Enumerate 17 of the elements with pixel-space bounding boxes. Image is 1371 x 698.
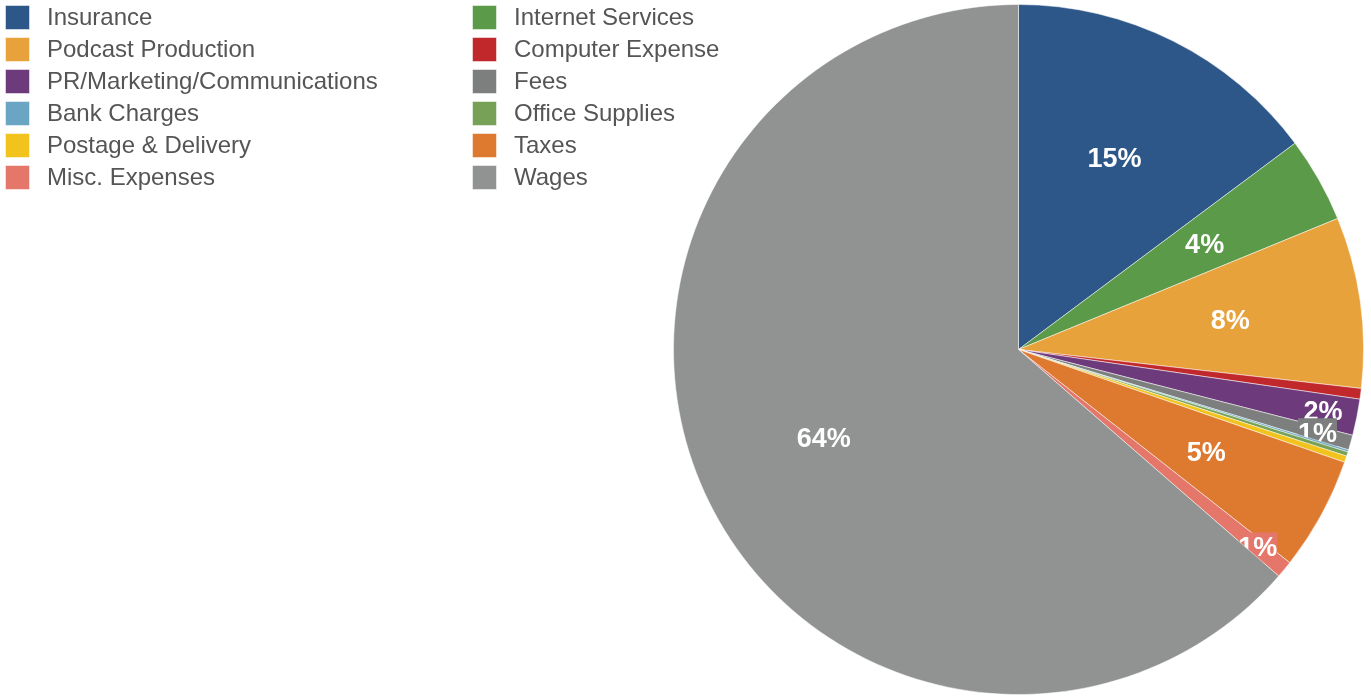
legend-label: Taxes bbox=[514, 131, 578, 159]
legend-label: Insurance bbox=[47, 3, 154, 31]
legend-label: Office Supplies bbox=[514, 99, 676, 127]
legend-label: Internet Services bbox=[514, 3, 696, 31]
legend-label: Wages bbox=[514, 163, 589, 191]
data-label: 64% bbox=[796, 423, 851, 454]
data-label: 4% bbox=[1185, 229, 1225, 260]
legend-label: Podcast Production bbox=[47, 35, 257, 63]
legend-label: Computer Expense bbox=[514, 35, 721, 63]
legend-label: Postage & Delivery bbox=[47, 131, 253, 159]
legend-label: Fees bbox=[514, 67, 569, 95]
data-label: 5% bbox=[1186, 436, 1226, 467]
data-label: 8% bbox=[1210, 305, 1250, 336]
legend-label: Misc. Expenses bbox=[47, 163, 217, 191]
legend-label: PR/Marketing/Communications bbox=[47, 67, 379, 95]
data-label: 15% bbox=[1087, 143, 1142, 174]
legend-label: Bank Charges bbox=[47, 99, 201, 127]
